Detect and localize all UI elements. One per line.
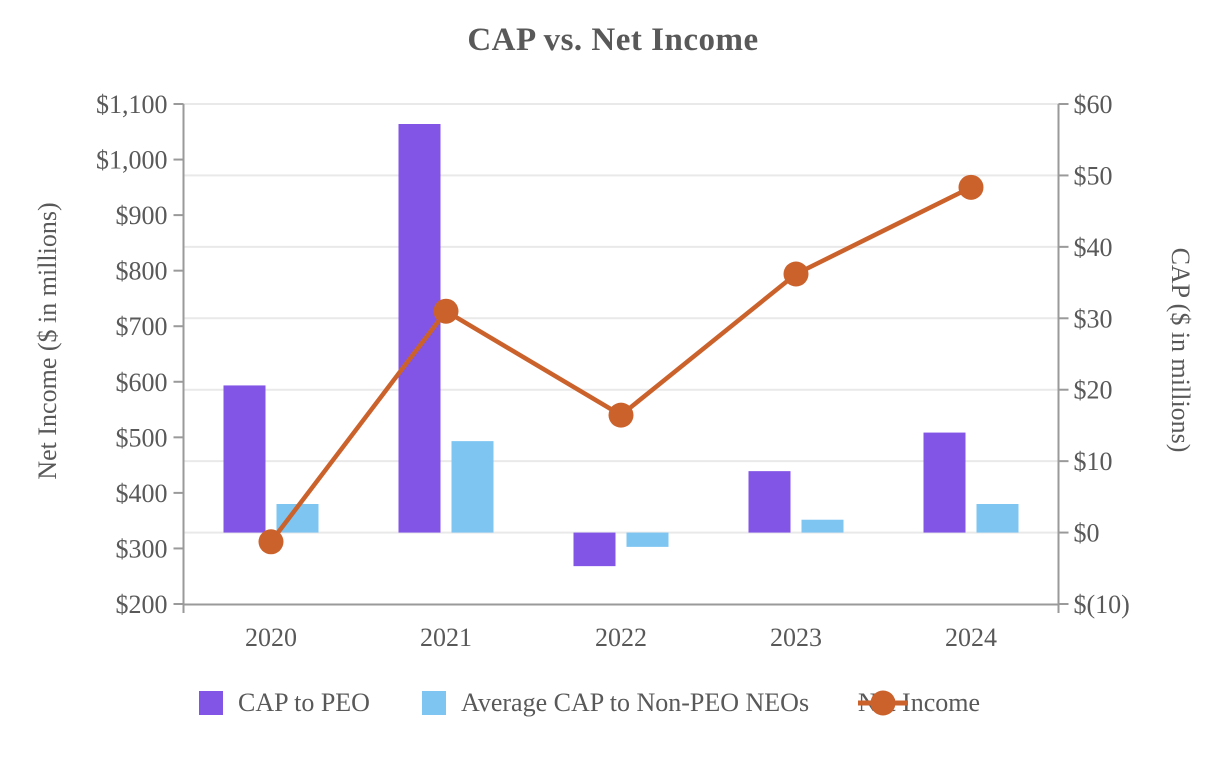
- left-tick-label: $400: [116, 479, 168, 508]
- bar: [223, 385, 266, 533]
- bar: [626, 532, 669, 547]
- chart-title: CAP vs. Net Income: [467, 22, 759, 58]
- left-tick-label: $900: [116, 201, 168, 230]
- net-income-line: [258, 174, 984, 555]
- left-tick-label: $1,100: [96, 90, 168, 119]
- legend-label-cap-to-peo: CAP to PEO: [238, 688, 370, 717]
- right-tick-label: $30: [1074, 304, 1113, 333]
- net-income-line-marker-icon: [858, 690, 908, 716]
- bar: [451, 441, 494, 533]
- left-tick-label: $200: [116, 590, 168, 619]
- right-tick-label: $40: [1074, 233, 1113, 262]
- bar: [801, 519, 844, 533]
- line-marker: [433, 298, 459, 324]
- cap-to-peo-swatch-icon: [199, 691, 223, 715]
- left-tick-label: $600: [116, 368, 168, 397]
- left-tick-label: $1,000: [96, 146, 168, 175]
- x-tick-label: 2022: [595, 623, 647, 652]
- x-tick-label: 2020: [245, 623, 297, 652]
- right-tick-label: $10: [1074, 447, 1113, 476]
- bar: [573, 532, 616, 567]
- bar-series-1: [276, 441, 1019, 547]
- bar: [748, 471, 791, 533]
- left-tick-label: $800: [116, 257, 168, 286]
- bar: [923, 432, 966, 533]
- legend-item-cap-to-peo: CAP to PEO: [199, 688, 370, 717]
- right-tick-label: $50: [1074, 161, 1113, 190]
- legend-label-avg-cap-non-peo: Average CAP to Non-PEO NEOs: [461, 688, 810, 717]
- left-tick-label: $700: [116, 312, 168, 341]
- bar-series-0: [223, 124, 966, 567]
- axes: [182, 104, 1060, 613]
- x-tick-label: 2023: [770, 623, 822, 652]
- cap-vs-net-income-chart: $200 $300 $400 $500 $600 $700 $800 $900 $1,000 $1…: [33, 90, 1195, 652]
- legend-item-net-income: Net Income: [858, 688, 981, 717]
- avg-cap-non-peo-swatch-icon: [422, 691, 446, 715]
- right-tick-label: $0: [1074, 519, 1100, 548]
- line-marker: [608, 402, 634, 428]
- legend-label-net-income: Net Income: [858, 688, 981, 717]
- right-tick-label: $(10): [1074, 590, 1130, 619]
- right-tick-label: $20: [1074, 376, 1113, 405]
- left-tick-label: $500: [116, 423, 168, 452]
- bar: [976, 504, 1019, 533]
- x-tick-label: 2021: [420, 623, 472, 652]
- x-tick-label: 2024: [945, 623, 997, 652]
- line-marker: [783, 261, 809, 287]
- left-tick-label: $300: [116, 534, 168, 563]
- right-tick-label: $60: [1074, 90, 1113, 119]
- right-axis-title: CAP ($ in millions): [1166, 248, 1195, 453]
- line-marker: [958, 174, 984, 200]
- legend-item-avg-cap-non-peo: Average CAP to Non-PEO NEOs: [422, 688, 810, 717]
- left-axis-title: Net Income ($ in millions): [33, 202, 62, 479]
- right-axis-ticks: $(10) $0 $10 $20 $30 $40 $50 $60: [1058, 90, 1130, 619]
- x-axis-labels: 2020 2021 2022 2023 2024: [245, 623, 997, 652]
- line-marker: [258, 529, 284, 555]
- gridlines: [183, 103, 1059, 534]
- left-axis-ticks: $200 $300 $400 $500 $600 $700 $800 $900 $1,000 $1…: [96, 90, 184, 619]
